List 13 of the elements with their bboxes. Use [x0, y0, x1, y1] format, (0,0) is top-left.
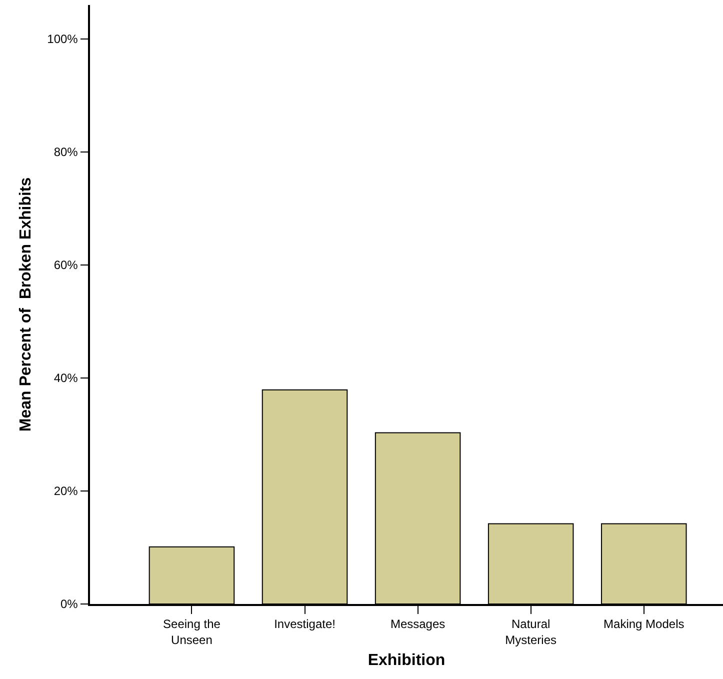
y-tick-label: 20%	[54, 484, 78, 498]
y-tick-label: 100%	[47, 32, 78, 46]
y-tick-label: 80%	[54, 145, 78, 160]
x-tick-label: Seeing the Unseen	[163, 617, 221, 647]
y-tick-label: 40%	[54, 371, 78, 386]
x-tick-label: Making Models	[604, 617, 684, 632]
x-tick-label: Messages	[390, 617, 446, 632]
x-axis-title: Exhibition	[368, 652, 446, 669]
x-tick-label: Investigate!	[274, 617, 336, 632]
y-axis-title: Mean Percent of Broken Exhibits	[18, 177, 35, 432]
y-tick-label: 60%	[54, 258, 78, 272]
x-tick-label: Natural Mysteries	[505, 617, 557, 647]
y-tick-label: 0%	[60, 597, 78, 612]
